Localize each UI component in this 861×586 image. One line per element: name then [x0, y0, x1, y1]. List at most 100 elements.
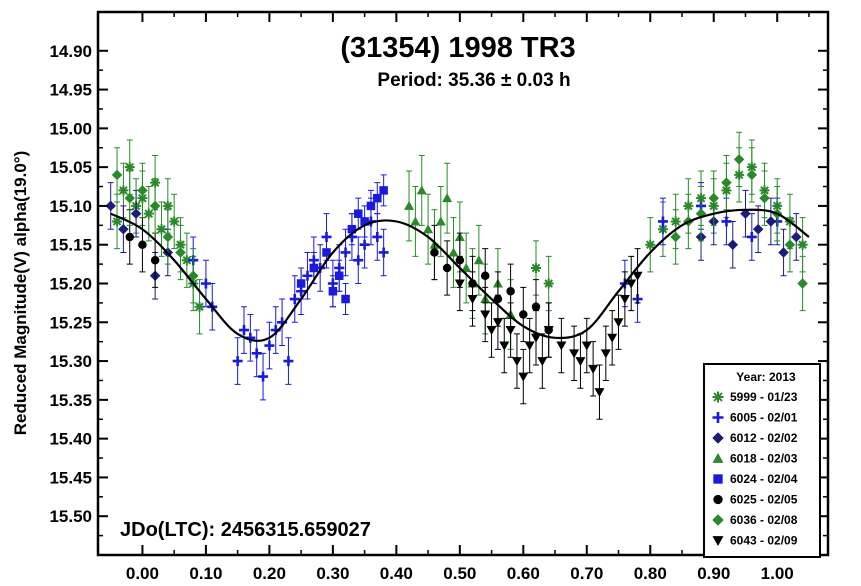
data-point	[143, 208, 154, 219]
data-point	[239, 325, 249, 336]
data-point	[341, 294, 350, 304]
data-point	[354, 209, 363, 218]
data-point	[283, 356, 294, 367]
y-tick-label: 15.00	[49, 119, 92, 138]
data-point	[379, 186, 388, 195]
data-point	[410, 216, 421, 226]
data-point	[448, 247, 459, 257]
data-point	[322, 248, 331, 257]
y-tick-label: 15.15	[49, 236, 92, 255]
data-point	[727, 239, 739, 251]
data-point	[340, 247, 351, 258]
legend-marker	[712, 536, 724, 546]
legend-label: 6025 - 02/05	[730, 493, 798, 507]
data-point	[461, 262, 472, 272]
legend-title: Year: 2013	[736, 370, 796, 384]
data-point	[373, 193, 382, 203]
data-point	[506, 287, 515, 296]
legend-label: 6012 - 02/02	[730, 431, 798, 445]
data-point	[531, 302, 541, 312]
data-point	[302, 270, 313, 281]
data-point	[708, 192, 720, 204]
legend-label: 6036 - 02/08	[730, 513, 798, 527]
data-point	[759, 192, 770, 204]
data-point	[124, 162, 135, 173]
data-point	[499, 341, 510, 351]
legend: Year: 2013 5999 - 01/23 6005 - 02/01 6012 -…	[703, 363, 821, 558]
data-point	[251, 348, 262, 359]
data-point	[600, 349, 611, 359]
y-tick-label: 15.50	[49, 507, 92, 526]
x-tick-label: 0.70	[570, 564, 603, 583]
data-point	[442, 193, 453, 203]
fit-curve	[110, 208, 810, 342]
series-7	[111, 131, 808, 312]
x-tick-label: 0.20	[253, 564, 286, 583]
data-point	[162, 200, 173, 211]
data-point	[347, 224, 357, 234]
y-tick-label: 14.90	[49, 42, 92, 61]
data-point	[505, 326, 516, 336]
y-tick-label: 15.05	[49, 158, 92, 177]
x-tick-label: 0.10	[189, 564, 222, 583]
data-point	[531, 333, 541, 343]
data-point	[309, 263, 319, 273]
legend-item: 5999 - 01/23	[712, 390, 798, 404]
legend-item: 6036 - 02/08	[712, 513, 798, 527]
plot-area	[105, 131, 810, 420]
y-tick-label: 15.35	[49, 391, 92, 410]
data-point	[264, 340, 275, 351]
data-point	[423, 224, 434, 234]
data-point	[797, 239, 808, 250]
data-point	[105, 200, 117, 212]
data-point	[746, 169, 758, 181]
data-point	[404, 200, 415, 210]
data-point	[619, 295, 630, 305]
series-5	[296, 174, 388, 316]
data-point	[138, 240, 147, 249]
data-point	[112, 216, 123, 227]
x-tick-label: 0.80	[634, 564, 667, 583]
data-point	[778, 247, 789, 258]
y-tick-label: 15.40	[49, 430, 92, 449]
data-point	[626, 279, 637, 289]
data-point	[797, 278, 808, 289]
legend-marker	[713, 494, 723, 505]
data-point	[124, 192, 136, 204]
data-point	[359, 239, 370, 250]
data-point	[765, 216, 777, 227]
data-point	[746, 231, 757, 242]
data-point	[289, 294, 300, 305]
data-point	[721, 216, 732, 227]
axes: 14.90 14.95 15.00 15.05 15.10 15.15 15.20 15.25…	[49, 10, 830, 583]
data-point	[657, 216, 668, 227]
data-point	[187, 270, 199, 282]
legend-item: 6024 - 02/04	[713, 472, 798, 486]
data-point	[784, 239, 796, 251]
epoch-annotation: JDo(LTC): 2456315.659027	[120, 519, 371, 541]
data-point	[607, 333, 618, 343]
legend-label: 5999 - 01/23	[730, 390, 798, 404]
series-8	[454, 248, 643, 420]
legend-marker	[712, 412, 724, 423]
x-tick-label: 0.30	[316, 564, 349, 583]
data-point	[372, 231, 383, 242]
data-point	[169, 216, 180, 227]
data-point	[232, 356, 243, 367]
data-point	[162, 231, 174, 243]
data-point	[467, 295, 478, 305]
data-point	[613, 318, 624, 328]
y-tick-label: 15.45	[49, 468, 92, 487]
data-point	[416, 185, 427, 195]
legend-item: 6012 - 02/02	[712, 431, 798, 445]
data-point	[328, 287, 338, 296]
data-point	[200, 278, 211, 289]
data-point	[118, 223, 129, 235]
data-point	[334, 271, 344, 280]
data-point	[149, 200, 161, 212]
legend-marker	[712, 453, 724, 463]
data-point	[137, 185, 148, 196]
data-point	[537, 357, 548, 367]
legend-item: 6025 - 02/05	[713, 493, 798, 507]
data-point	[632, 271, 643, 281]
